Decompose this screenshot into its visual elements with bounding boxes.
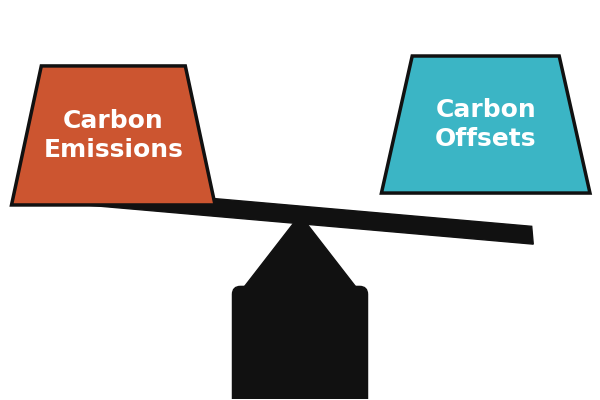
Polygon shape	[11, 66, 215, 205]
Polygon shape	[382, 56, 590, 193]
FancyBboxPatch shape	[232, 286, 368, 400]
Text: Carbon
Offsets: Carbon Offsets	[435, 98, 536, 151]
Polygon shape	[67, 186, 533, 244]
Polygon shape	[238, 215, 362, 294]
Text: Carbon
Emissions: Carbon Emissions	[43, 109, 183, 162]
